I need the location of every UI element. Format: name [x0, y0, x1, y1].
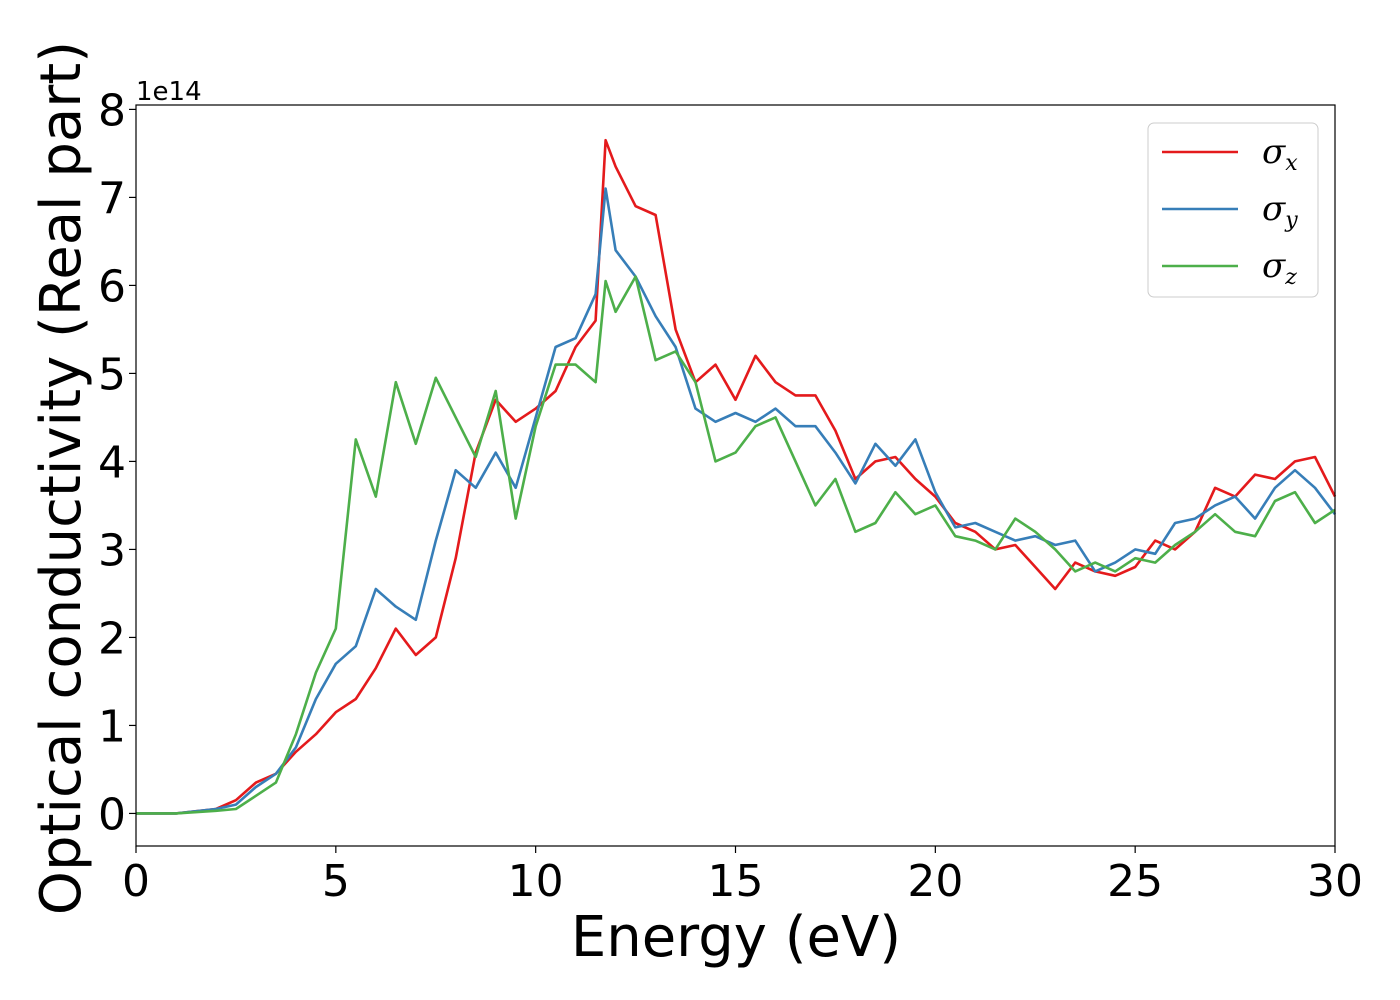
x-tick-label: 5: [322, 856, 350, 907]
series-line-x: [136, 138, 1337, 815]
x-axis-title: Energy (eV): [571, 905, 901, 970]
x-axis: 0 5 10 15 20 25 30: [122, 846, 1363, 907]
y-tick-label: 0: [98, 789, 126, 840]
y-axis: 0 1 2 3 4 5 6 7 8: [98, 85, 136, 840]
y-tick-label: 3: [98, 525, 126, 576]
y-offset-label: 1e14: [136, 77, 202, 107]
y-tick-label: 8: [98, 85, 126, 136]
x-tick-label: 15: [708, 856, 764, 907]
y-axis-title: Optical conductivity (Real part): [29, 41, 94, 915]
series-layer: [136, 138, 1337, 815]
x-tick-label: 30: [1307, 856, 1363, 907]
x-tick-label: 20: [907, 856, 963, 907]
y-tick-label: 5: [98, 349, 126, 400]
x-tick-label: 10: [508, 856, 564, 907]
series-line-y: [136, 187, 1337, 815]
y-tick-label: 7: [98, 173, 126, 224]
x-tick-label: 25: [1107, 856, 1163, 907]
x-tick-label: 0: [122, 856, 150, 907]
y-tick-label: 4: [98, 437, 126, 488]
y-tick-label: 2: [98, 613, 126, 664]
y-tick-label: 6: [98, 261, 126, 312]
y-tick-label: 1: [98, 701, 126, 752]
series-line-z: [136, 275, 1336, 815]
